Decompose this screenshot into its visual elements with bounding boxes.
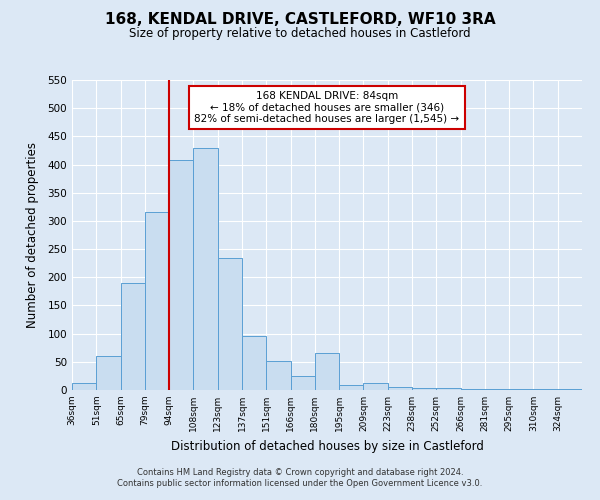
Bar — [558, 389, 582, 390]
Bar — [364, 383, 388, 390]
Bar — [485, 389, 509, 390]
Bar — [315, 354, 339, 390]
Bar — [290, 376, 315, 390]
Bar — [121, 283, 145, 390]
Bar — [461, 389, 485, 390]
Bar — [266, 360, 290, 390]
Bar — [388, 387, 412, 390]
Bar — [339, 386, 364, 390]
Y-axis label: Number of detached properties: Number of detached properties — [26, 142, 39, 328]
Bar — [533, 389, 558, 390]
X-axis label: Distribution of detached houses by size in Castleford: Distribution of detached houses by size … — [170, 440, 484, 452]
Bar — [509, 389, 533, 390]
Bar — [218, 258, 242, 390]
Bar — [96, 356, 121, 390]
Text: 168 KENDAL DRIVE: 84sqm
← 18% of detached houses are smaller (346)
82% of semi-d: 168 KENDAL DRIVE: 84sqm ← 18% of detache… — [194, 91, 460, 124]
Bar — [193, 148, 218, 390]
Bar — [242, 336, 266, 390]
Bar — [436, 388, 461, 390]
Text: 168, KENDAL DRIVE, CASTLEFORD, WF10 3RA: 168, KENDAL DRIVE, CASTLEFORD, WF10 3RA — [104, 12, 496, 28]
Text: Contains HM Land Registry data © Crown copyright and database right 2024.
Contai: Contains HM Land Registry data © Crown c… — [118, 468, 482, 487]
Text: Size of property relative to detached houses in Castleford: Size of property relative to detached ho… — [129, 28, 471, 40]
Bar — [145, 212, 169, 390]
Bar — [412, 388, 436, 390]
Bar — [72, 383, 96, 390]
Bar — [169, 160, 193, 390]
